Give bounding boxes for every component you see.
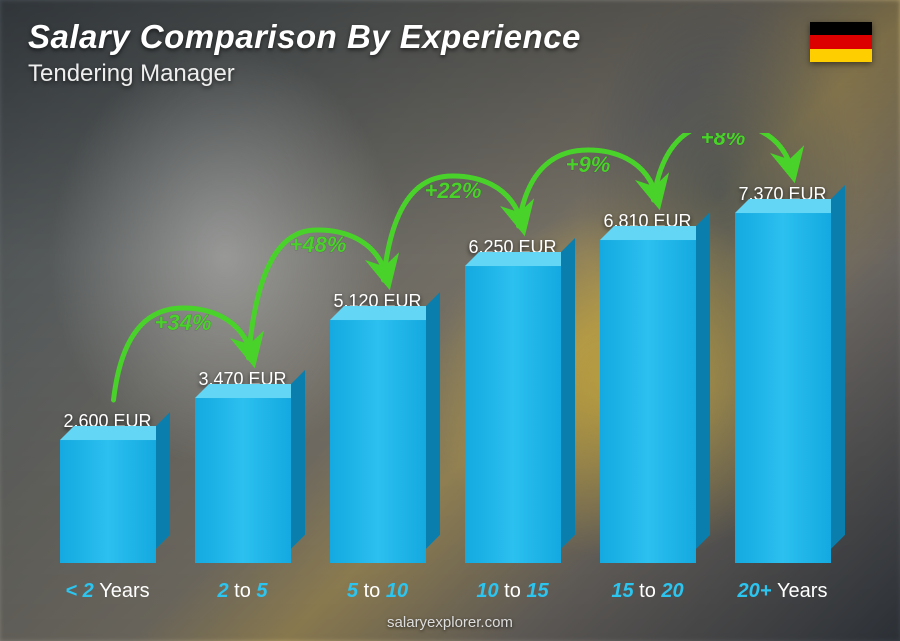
- bar-front-face: [60, 440, 156, 563]
- bar-side-face: [561, 238, 575, 549]
- bar-front-face: [465, 266, 561, 563]
- x-axis-labels: < 2 Years2 to 55 to 1010 to 1515 to 2020…: [40, 580, 850, 603]
- flag-stripe: [810, 49, 872, 62]
- bar-top-face: [735, 199, 845, 213]
- bar: [735, 213, 831, 563]
- bar-slot: 6,810 EUR: [580, 211, 715, 563]
- bar-side-face: [426, 292, 440, 549]
- bar-top-face: [195, 384, 305, 398]
- flag-stripe: [810, 22, 872, 35]
- bar: [195, 398, 291, 563]
- bar-slot: 3,470 EUR: [175, 369, 310, 563]
- bar-top-face: [60, 426, 170, 440]
- bar-front-face: [735, 213, 831, 563]
- bar-front-face: [195, 398, 291, 563]
- bar: [330, 320, 426, 563]
- bar-slot: 5,120 EUR: [310, 291, 445, 563]
- x-axis-label: 5 to 10: [310, 580, 445, 603]
- bar: [600, 240, 696, 563]
- x-axis-label: 2 to 5: [175, 580, 310, 603]
- bar-side-face: [291, 370, 305, 549]
- bar-slot: 7,370 EUR: [715, 184, 850, 563]
- chart-subtitle: Tendering Manager: [28, 60, 872, 88]
- chart-title: Salary Comparison By Experience: [28, 18, 872, 56]
- x-axis-label: < 2 Years: [40, 580, 175, 603]
- bar-top-face: [600, 226, 710, 240]
- bar-chart: 2,600 EUR3,470 EUR5,120 EUR6,250 EUR6,81…: [40, 133, 850, 563]
- footer-attribution: salaryexplorer.com: [0, 614, 900, 631]
- bar: [60, 440, 156, 563]
- x-axis-label: 20+ Years: [715, 580, 850, 603]
- bar: [465, 266, 561, 563]
- bar-front-face: [600, 240, 696, 563]
- x-axis-label: 10 to 15: [445, 580, 580, 603]
- bar-top-face: [465, 252, 575, 266]
- bar-side-face: [156, 412, 170, 549]
- country-flag-germany: [810, 22, 872, 62]
- bar-side-face: [696, 212, 710, 549]
- bar-side-face: [831, 185, 845, 549]
- bar-slot: 2,600 EUR: [40, 411, 175, 563]
- bar-slot: 6,250 EUR: [445, 237, 580, 563]
- header: Salary Comparison By Experience Tenderin…: [28, 18, 872, 88]
- bar-top-face: [330, 306, 440, 320]
- flag-stripe: [810, 35, 872, 48]
- bar-front-face: [330, 320, 426, 563]
- x-axis-label: 15 to 20: [580, 580, 715, 603]
